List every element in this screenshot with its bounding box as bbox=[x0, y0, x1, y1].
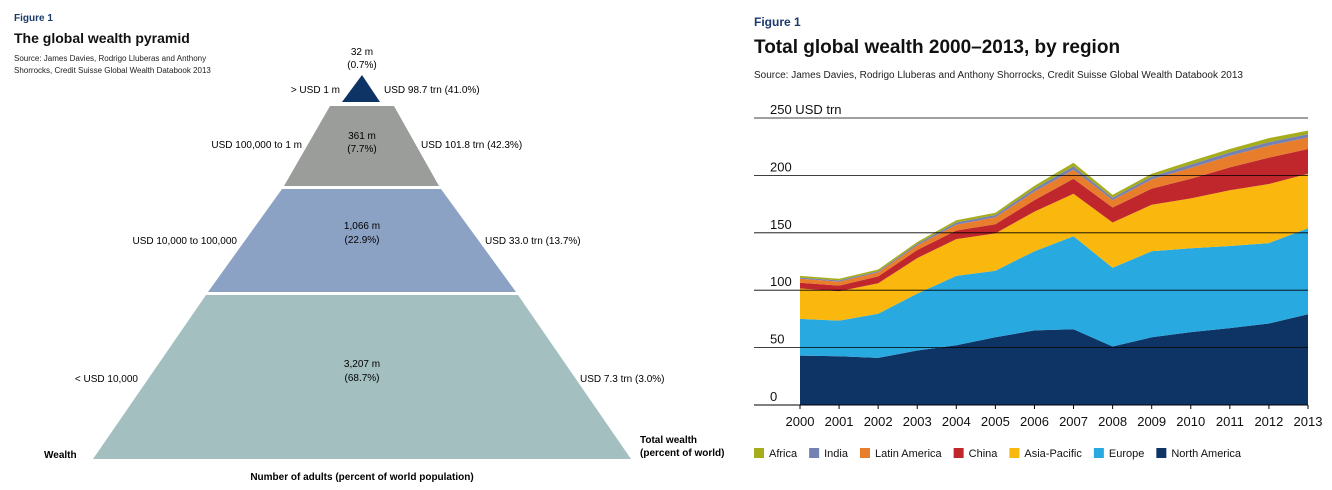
y-tick-label-50: 50 bbox=[770, 332, 784, 347]
area-source: Source: James Davies, Rodrigo Lluberas a… bbox=[754, 70, 1243, 81]
area-europe bbox=[800, 228, 1308, 358]
x-tick-label-2004: 2004 bbox=[942, 414, 971, 429]
legend-swatch-asia-pacific bbox=[1009, 448, 1020, 458]
tier-adults-middle: 1,066 m bbox=[344, 221, 380, 232]
area-china bbox=[800, 149, 1308, 292]
tier-polygon-top bbox=[342, 75, 380, 102]
x-tick-label-2001: 2001 bbox=[825, 414, 854, 429]
y-tick-label-200: 200 bbox=[770, 159, 792, 174]
x-tick-label-2009: 2009 bbox=[1137, 414, 1166, 429]
legend-swatch-latin-america bbox=[859, 448, 870, 458]
tier-adults-pct-base: (68.7%) bbox=[344, 373, 379, 384]
x-tick-label-2008: 2008 bbox=[1098, 414, 1127, 429]
tier-polygon-base bbox=[93, 295, 631, 459]
tier-band-middle: USD 10,000 to 100,000 bbox=[132, 236, 237, 247]
y-tick-label-250: 250 USD trn bbox=[770, 102, 842, 117]
total-wealth-axis-label-line1: Total wealth bbox=[640, 435, 697, 446]
area-north-america bbox=[800, 314, 1308, 405]
y-tick-label-0: 0 bbox=[770, 389, 777, 404]
legend-swatch-india bbox=[809, 448, 820, 458]
x-tick-label-2012: 2012 bbox=[1254, 414, 1283, 429]
tier-band-base: < USD 10,000 bbox=[75, 374, 139, 385]
tier-polygon-middle bbox=[208, 189, 516, 292]
legend-swatch-north-america bbox=[1156, 448, 1167, 458]
tier-adults-pct-middle: (22.9%) bbox=[344, 235, 379, 246]
legend-label-asia-pacific: Asia-Pacific bbox=[1024, 448, 1082, 460]
area-asia-pacific bbox=[800, 173, 1308, 321]
y-tick-label-150: 150 bbox=[770, 217, 792, 232]
total-wealth-axis-label: Total wealth (percent of world) bbox=[640, 435, 724, 459]
x-tick-label-2003: 2003 bbox=[903, 414, 932, 429]
pyramid-figure-label: Figure 1 bbox=[14, 13, 53, 24]
area-latin-america bbox=[800, 137, 1308, 286]
legend-label-india: India bbox=[824, 448, 849, 460]
wealth-axis-label: Wealth bbox=[44, 450, 77, 461]
x-tick-label-2005: 2005 bbox=[981, 414, 1010, 429]
adults-axis-label: Number of adults (percent of world popul… bbox=[250, 472, 473, 483]
x-tick-label-2000: 2000 bbox=[786, 414, 815, 429]
area-figure-label: Figure 1 bbox=[754, 15, 801, 29]
pyramid-source: Source: James Davies, Rodrigo Lluberas a… bbox=[14, 54, 211, 75]
y-tick-label-100: 100 bbox=[770, 274, 792, 289]
tier-polygon-upper bbox=[284, 106, 439, 186]
x-tick-label-2010: 2010 bbox=[1176, 414, 1205, 429]
pyramid-title: The global wealth pyramid bbox=[14, 30, 190, 46]
tier-adults-pct-top: (0.7%) bbox=[347, 60, 376, 71]
legend-swatch-china bbox=[953, 448, 964, 458]
tier-wealth-base: USD 7.3 trn (3.0%) bbox=[580, 374, 664, 385]
tier-wealth-upper: USD 101.8 trn (42.3%) bbox=[421, 140, 522, 151]
x-tick-label-2007: 2007 bbox=[1059, 414, 1088, 429]
x-tick-label-2006: 2006 bbox=[1020, 414, 1049, 429]
tier-band-upper: USD 100,000 to 1 m bbox=[211, 140, 302, 151]
tier-adults-upper: 361 m bbox=[348, 131, 376, 142]
tier-wealth-middle: USD 33.0 trn (13.7%) bbox=[485, 236, 581, 247]
area-chart-svg: 0 50 100 150 200 250 USD trn 2000 2001 2002 2003 2… bbox=[754, 102, 1323, 460]
legend-swatch-africa bbox=[754, 448, 764, 458]
legend-label-europe: Europe bbox=[1109, 448, 1144, 460]
legend-label-north-america: North America bbox=[1171, 448, 1242, 460]
tier-wealth-top: USD 98.7 trn (41.0%) bbox=[384, 85, 480, 96]
regional-wealth-figure: Figure 1 Total global wealth 2000–2013, … bbox=[740, 0, 1332, 490]
x-tick-label-2002: 2002 bbox=[864, 414, 893, 429]
legend-swatch-europe bbox=[1093, 448, 1104, 458]
tier-adults-pct-upper: (7.7%) bbox=[347, 144, 376, 155]
legend-label-latin-america: Latin America bbox=[875, 448, 943, 460]
legend-label-china: China bbox=[969, 448, 999, 460]
total-wealth-axis-label-line2: (percent of world) bbox=[640, 448, 724, 459]
wealth-pyramid-figure: Figure 1 The global wealth pyramid Sourc… bbox=[14, 13, 724, 483]
area-title: Total global wealth 2000–2013, by region bbox=[754, 37, 1121, 58]
tier-adults-top: 32 m bbox=[351, 47, 373, 58]
x-tick-label-2013: 2013 bbox=[1294, 414, 1323, 429]
tier-band-top: > USD 1 m bbox=[291, 85, 340, 96]
x-tick-label-2011: 2011 bbox=[1216, 414, 1244, 429]
tier-adults-base: 3,207 m bbox=[344, 359, 380, 370]
legend-label-africa: Africa bbox=[769, 448, 798, 460]
